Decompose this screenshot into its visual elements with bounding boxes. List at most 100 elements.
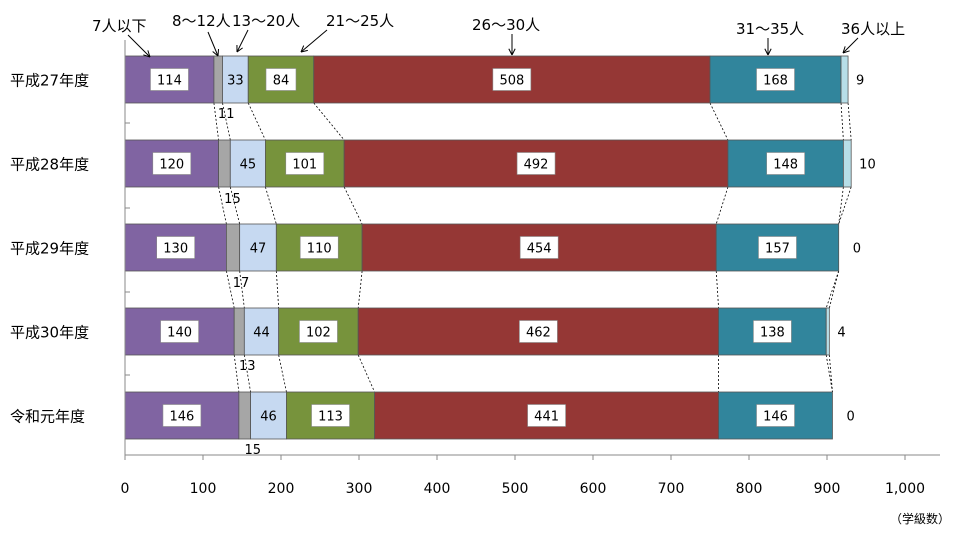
bar-segment: [727, 139, 844, 188]
data-label: 84: [273, 74, 290, 89]
connector-line: [357, 270, 363, 309]
data-label-box: [766, 152, 805, 175]
connector-line: [825, 354, 833, 393]
series-callout-label: 13〜20人: [232, 12, 300, 30]
data-label: 46: [260, 410, 277, 425]
bar-segment: [238, 391, 251, 440]
x-tick-label: 1,000: [885, 481, 925, 497]
connector-line: [838, 186, 852, 225]
category-label: 平成28年度: [10, 156, 89, 174]
data-label: 157: [765, 242, 790, 257]
data-label: 17: [233, 276, 250, 291]
connector-line: [247, 102, 266, 141]
x-tick-label: 0: [121, 481, 130, 497]
data-label: 0: [846, 410, 854, 425]
series-callout-arrowhead: [143, 50, 151, 58]
series-callout-label: 8〜12人: [172, 12, 231, 30]
data-label: 102: [306, 326, 331, 341]
data-label: 168: [763, 74, 788, 89]
series-callout-label: 21〜25人: [326, 12, 394, 30]
category-label: 平成29年度: [10, 240, 89, 258]
series-callouts: 7人以下 8〜12人 13〜20人 21〜25人 26〜30人 31〜35人 36人以上: [92, 12, 905, 58]
x-tick-label: 400: [424, 481, 451, 497]
connector-line: [343, 186, 363, 225]
bar-segment: [222, 55, 249, 104]
category-label: 令和元年度: [10, 408, 85, 426]
data-label: 33: [227, 74, 244, 89]
data-label-box: [150, 68, 189, 91]
data-label: 47: [250, 242, 267, 257]
data-label: 9: [856, 74, 864, 89]
data-label: 113: [318, 410, 343, 425]
data-label: 13: [239, 359, 256, 374]
series-callout-label: 26〜30人: [472, 16, 540, 34]
x-tick-label: 300: [346, 481, 373, 497]
series-callout-arrowhead: [300, 45, 308, 53]
data-label: 15: [244, 443, 261, 458]
data-label-box: [299, 236, 339, 259]
x-tick-label: 100: [190, 481, 217, 497]
connector-line: [825, 270, 840, 309]
connector-line: [357, 354, 375, 393]
data-label-box: [160, 320, 199, 343]
data-label-box: [516, 152, 556, 175]
data-label-box: [299, 320, 338, 343]
connector-line: [278, 354, 287, 393]
x-tick-label: 700: [658, 481, 685, 497]
x-tick-label: 200: [268, 481, 295, 497]
data-label-box: [753, 320, 792, 343]
series-callout-label: 36人以上: [841, 20, 905, 38]
connector-line: [709, 102, 729, 141]
connector-lines: [213, 102, 852, 393]
data-label: 4: [837, 326, 845, 341]
bar-segment: [825, 307, 830, 356]
series-callout-line: [842, 37, 859, 54]
series-callout-arrowhead: [842, 46, 850, 54]
series-callout-line: [300, 29, 328, 53]
data-label-box: [492, 68, 532, 91]
connector-line: [265, 186, 277, 225]
data-label: 146: [763, 410, 788, 425]
data-label: 130: [163, 242, 188, 257]
series-callout-line: [207, 31, 219, 57]
series-callout-arrowhead: [212, 48, 220, 57]
series-callout-arrowhead: [764, 48, 772, 56]
series-callout-arrowhead: [236, 44, 243, 53]
data-label: 138: [760, 326, 785, 341]
series-callout-label: 31〜35人: [736, 20, 804, 38]
bar-segment: [233, 307, 245, 356]
data-label: 10: [859, 158, 876, 173]
x-tick-label: 500: [502, 481, 529, 497]
bar-segment: [213, 55, 223, 104]
connector-line: [828, 270, 840, 309]
data-label: 15: [224, 192, 241, 207]
bar-segment: [225, 223, 241, 272]
data-label-box: [527, 404, 566, 427]
data-label: 148: [773, 158, 798, 173]
category-label: 平成30年度: [10, 324, 89, 342]
data-label-box: [758, 236, 797, 259]
connector-line: [715, 270, 719, 309]
connector-line: [275, 270, 280, 309]
x-tick-label: 900: [814, 481, 841, 497]
series-callout-line: [236, 29, 249, 53]
data-label: 11: [218, 107, 235, 122]
data-label: 492: [524, 158, 549, 173]
data-label-box: [519, 320, 558, 343]
data-label: 146: [170, 410, 195, 425]
category-label: 平成27年度: [10, 72, 89, 90]
data-label: 441: [534, 410, 559, 425]
data-label-box: [265, 68, 297, 91]
connector-line: [838, 186, 844, 225]
data-label: 110: [307, 242, 332, 257]
data-label-box: [285, 152, 325, 175]
x-tick-label: 800: [736, 481, 763, 497]
data-label: 462: [526, 326, 551, 341]
data-label: 140: [167, 326, 192, 341]
data-label-box: [311, 404, 350, 427]
data-label-box: [756, 68, 795, 91]
data-label: 114: [157, 74, 182, 89]
